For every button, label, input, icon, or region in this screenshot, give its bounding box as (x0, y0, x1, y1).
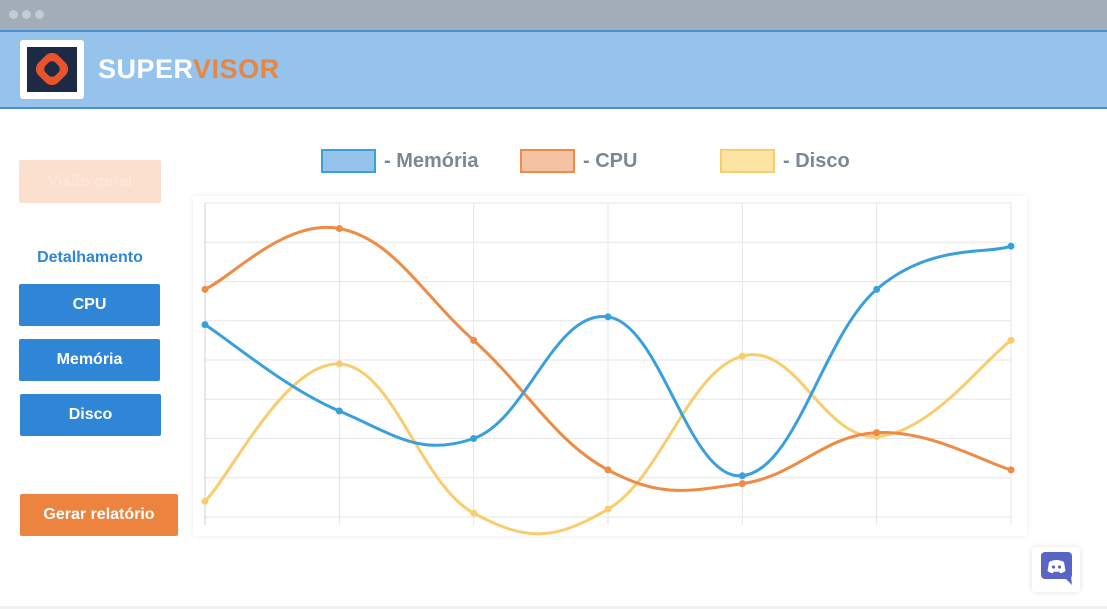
cpu-button[interactable]: CPU (19, 284, 160, 326)
data-point[interactable] (1007, 242, 1015, 250)
legend-label-memory: - Memória (384, 149, 479, 172)
legend-label-cpu: - CPU (583, 149, 638, 172)
brand-part-super: SUPER (98, 54, 194, 84)
data-point[interactable] (604, 505, 612, 513)
overview-button[interactable]: Visão geral (19, 160, 161, 203)
legend-label-disk: - Disco (783, 149, 850, 172)
chart-points (201, 225, 1015, 517)
detail-heading: Detalhamento (37, 249, 143, 266)
discord-button[interactable] (1032, 547, 1080, 592)
data-point[interactable] (470, 435, 478, 442)
brand-part-visor: VISOR (193, 54, 280, 84)
legend-item-disk[interactable]: - Disco (720, 148, 850, 174)
data-point[interactable] (873, 285, 881, 293)
data-point[interactable] (335, 225, 343, 233)
legend-swatch-memory (321, 149, 376, 173)
data-point[interactable] (201, 497, 209, 505)
chart-grid (204, 202, 1012, 525)
data-point[interactable] (335, 407, 343, 415)
window-dot-icon[interactable] (22, 10, 31, 19)
data-point[interactable] (470, 509, 478, 517)
brand-name: SUPERVISOR (98, 54, 280, 85)
data-point[interactable] (201, 321, 209, 329)
data-point[interactable] (738, 480, 746, 488)
data-point[interactable] (604, 313, 612, 321)
legend-item-memory[interactable]: - Memória (321, 148, 478, 174)
data-point[interactable] (201, 285, 209, 293)
supervisor-logo-icon (27, 47, 77, 92)
window-dot-icon[interactable] (35, 10, 44, 19)
legend-swatch-disk (720, 149, 775, 173)
window-titlebar (0, 0, 1107, 30)
supervisor-logo[interactable] (20, 40, 84, 99)
data-point[interactable] (335, 360, 343, 368)
memory-button[interactable]: Memória (19, 339, 160, 381)
window-dot-icon[interactable] (9, 10, 18, 19)
legend-swatch-cpu (520, 149, 575, 173)
legend-item-cpu[interactable]: - CPU (520, 148, 637, 174)
data-point[interactable] (604, 466, 612, 474)
data-point[interactable] (1007, 336, 1015, 344)
series-line-memoria (203, 244, 1013, 478)
app-header: SUPERVISOR (0, 30, 1107, 109)
chart-card (193, 196, 1027, 536)
generate-report-button[interactable]: Gerar relatório (20, 494, 178, 536)
line-chart (201, 202, 1015, 536)
footer-divider (0, 606, 1107, 609)
discord-icon (1041, 552, 1072, 585)
data-point[interactable] (738, 352, 746, 360)
disk-button[interactable]: Disco (20, 394, 161, 436)
data-point[interactable] (738, 472, 746, 480)
data-point[interactable] (1007, 466, 1015, 474)
data-point[interactable] (470, 336, 478, 344)
data-point[interactable] (873, 429, 881, 437)
